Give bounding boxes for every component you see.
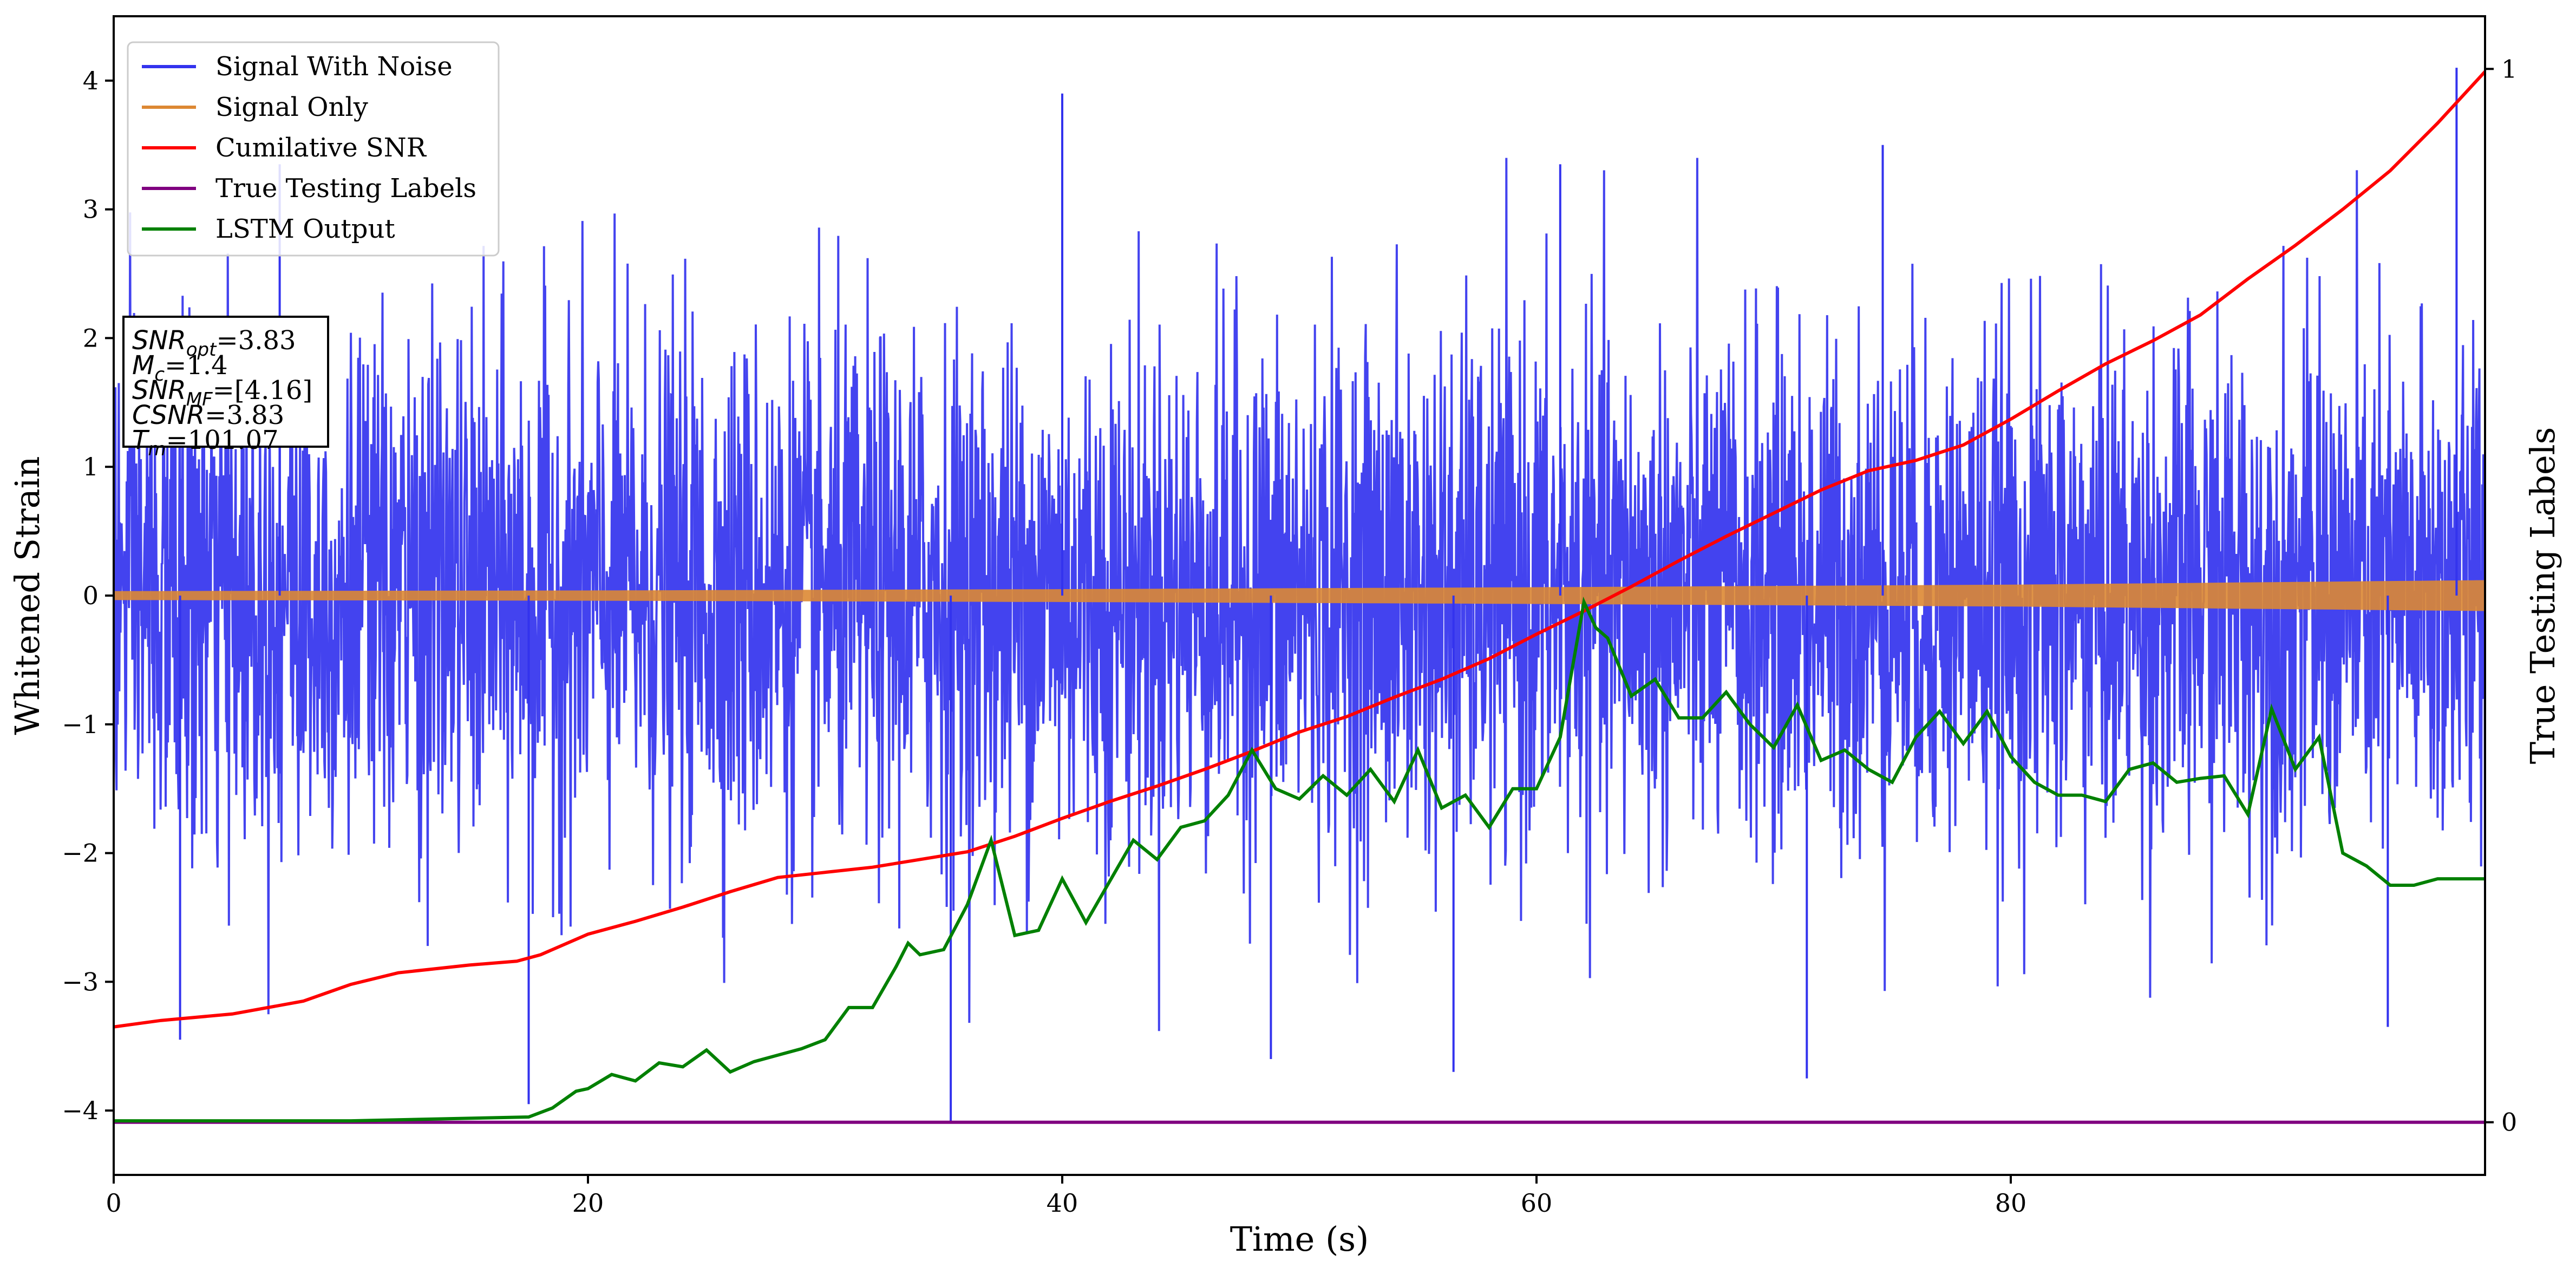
y-tick-label: 4 [83, 66, 99, 95]
series-lstm-output [114, 596, 2485, 1123]
annotation-symbol: SNR [132, 325, 186, 356]
series-signal-only [114, 580, 2485, 611]
x-tick-label: 0 [106, 1188, 121, 1218]
y-tick-label: 1 [83, 452, 99, 481]
y-tick-label: −4 [62, 1096, 99, 1125]
annotation-value: =3.83 [216, 325, 296, 356]
series-cumilative-snr [114, 70, 2485, 1029]
annotation-line: Tm=101.07 [132, 425, 279, 460]
legend-label: Signal Only [215, 92, 368, 122]
x-axis-label: Time (s) [1230, 1219, 1369, 1259]
y-tick-label: 2 [83, 323, 99, 352]
legend-frame [127, 41, 500, 257]
legend-label: Cumilative SNR [215, 133, 427, 163]
annotation-symbol: T [132, 425, 150, 455]
annotation-value: =101.07 [166, 425, 278, 455]
annotation-symbol: M [132, 350, 154, 381]
plot-area [114, 68, 2485, 1124]
annotation-value: =3.83 [205, 400, 284, 430]
annotation-subscript: m [148, 439, 166, 460]
annotation-box-frame [122, 316, 329, 448]
annotation-line: Mc=1.4 [132, 350, 228, 386]
y-axis-right: 01 [2485, 54, 2517, 1137]
legend-label: LSTM Output [215, 214, 395, 244]
y2-tick-label: 0 [2501, 1108, 2517, 1137]
annotation-value: =1.4 [165, 350, 228, 381]
annotation-symbol: SNR [132, 375, 186, 406]
y2-axis-label: True Testing Labels [2523, 427, 2562, 765]
x-tick-label: 60 [1521, 1188, 1553, 1218]
y-tick-label: 0 [83, 581, 99, 610]
x-axis: 0 20 40 60 80 [106, 1175, 2026, 1218]
x-tick-label: 80 [1995, 1188, 2027, 1218]
legend-label: Signal With Noise [215, 51, 453, 82]
annotation-subscript: MF [186, 389, 213, 410]
annotation-line: SNRopt=3.83 [132, 325, 296, 361]
annotation-box: SNRopt=3.83Mc=1.4SNRMF=[4.16]CSNR=3.83Tm… [122, 316, 329, 460]
y-tick-label: −2 [62, 839, 99, 868]
y2-tick-label: 1 [2501, 54, 2517, 83]
annotation-subscript: opt [186, 339, 217, 361]
legend: Signal With Noise Signal Only Cumilative S… [127, 41, 500, 257]
x-tick-label: 20 [572, 1188, 604, 1218]
y-axis-label: Whitened Strain [8, 456, 47, 735]
annotation-symbol: CSNR [132, 400, 205, 430]
annotation-value: =[4.16] [213, 375, 313, 406]
y-axis-left: −4 −3 −2 −1 0 1 2 3 4 [62, 66, 114, 1125]
legend-label: True Testing Labels [215, 173, 476, 204]
annotation-subscript: c [154, 364, 165, 386]
y-tick-label: −1 [62, 710, 99, 739]
annotation-line: CSNR=3.83 [132, 400, 284, 430]
y-tick-label: −3 [62, 967, 99, 996]
y-tick-label: 3 [83, 195, 99, 224]
annotation-line: SNRMF=[4.16] [132, 375, 312, 410]
x-tick-label: 40 [1047, 1188, 1078, 1218]
